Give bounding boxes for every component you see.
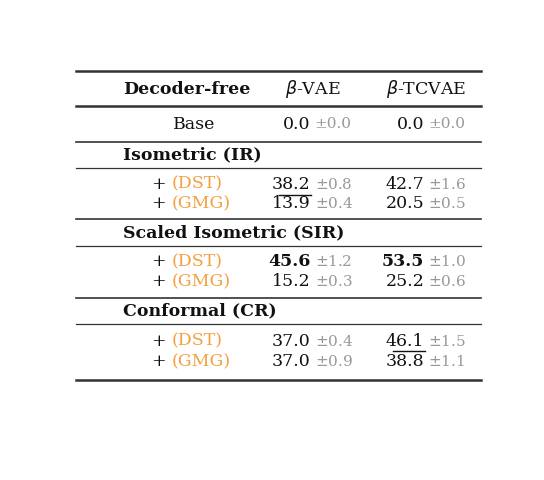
Text: 38.8: 38.8 [386,353,424,370]
Text: $\pm$1.0: $\pm$1.0 [429,254,467,269]
Text: ±0.0: ±0.0 [429,117,466,131]
Text: 38.2: 38.2 [271,176,311,193]
Text: $\beta$-TCVAE: $\beta$-TCVAE [386,78,467,100]
Text: (GMG): (GMG) [171,195,231,212]
Text: +: + [151,253,166,271]
Text: $\beta$-VAE: $\beta$-VAE [285,78,340,100]
Text: (DST): (DST) [171,253,222,271]
Text: 15.2: 15.2 [271,274,311,290]
Text: $\pm$0.3: $\pm$0.3 [314,275,353,289]
Text: +: + [151,195,166,212]
Text: 37.0: 37.0 [271,353,311,370]
Text: +: + [151,274,166,290]
Text: 0.0: 0.0 [283,116,311,132]
Text: 13.9: 13.9 [271,195,311,212]
Text: Isometric (IR): Isometric (IR) [123,146,262,163]
Text: 53.5: 53.5 [382,253,424,271]
Text: $\pm$1.1: $\pm$1.1 [429,354,465,369]
Text: $\pm$0.4: $\pm$0.4 [314,334,353,348]
Text: $\pm$1.5: $\pm$1.5 [429,334,466,348]
Text: 46.1: 46.1 [386,333,424,349]
Text: $\pm$0.6: $\pm$0.6 [429,275,467,289]
Text: $\pm$0.4: $\pm$0.4 [314,196,353,211]
Text: 37.0: 37.0 [271,333,311,349]
Text: 0.0: 0.0 [397,116,424,132]
Text: +: + [151,176,166,193]
Text: 20.5: 20.5 [386,195,424,212]
Text: Base: Base [174,116,215,132]
Text: ±0.0: ±0.0 [314,117,351,131]
Text: Scaled Isometric (SIR): Scaled Isometric (SIR) [123,224,344,241]
Text: (GMG): (GMG) [171,274,231,290]
Text: $\pm$1.6: $\pm$1.6 [429,177,467,192]
Text: (GMG): (GMG) [171,353,231,370]
Text: 45.6: 45.6 [268,253,311,271]
Text: 25.2: 25.2 [385,274,424,290]
Text: $\pm$0.5: $\pm$0.5 [429,196,466,211]
Text: 42.7: 42.7 [386,176,424,193]
Text: +: + [151,353,166,370]
Text: (DST): (DST) [171,176,222,193]
Text: $\pm$1.2: $\pm$1.2 [314,254,352,269]
Text: (DST): (DST) [171,333,222,349]
Text: +: + [151,333,166,349]
Text: Decoder-free: Decoder-free [123,81,250,97]
Text: Conformal (CR): Conformal (CR) [123,302,276,319]
Text: $\pm$0.8: $\pm$0.8 [314,177,352,192]
Text: $\pm$0.9: $\pm$0.9 [314,354,353,369]
